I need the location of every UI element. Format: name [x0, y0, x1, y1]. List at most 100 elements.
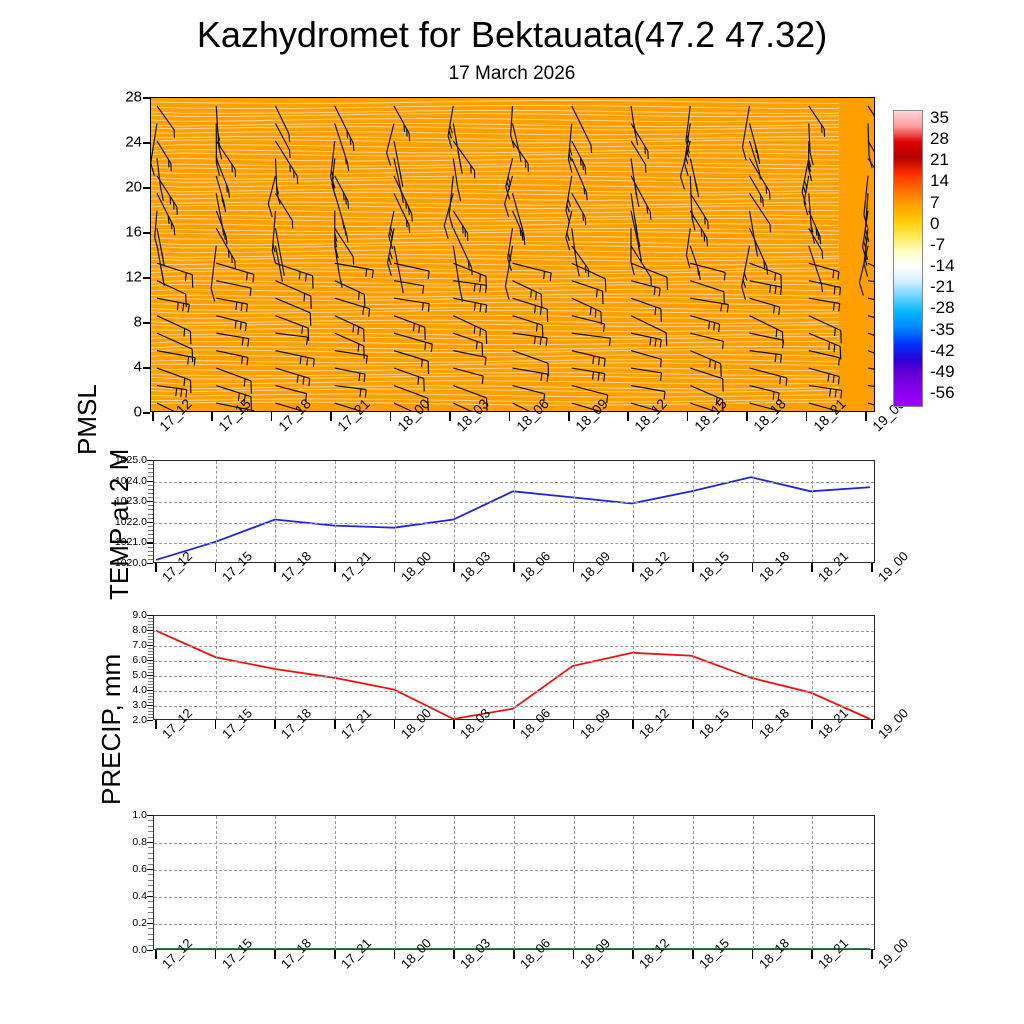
- precip-y-minor-tick: [148, 879, 153, 881]
- precip-y-minor-tick: [148, 912, 153, 914]
- pmsl-y-minor-tick: [148, 530, 153, 532]
- temp2m-axis-title: TEMP at 2 M: [104, 448, 134, 600]
- precip-x-tick-mark: [214, 950, 217, 959]
- pmsl-series: [154, 461, 874, 562]
- temp2m-gridline-v: [275, 616, 277, 719]
- cross-section-y-tick-mark: [143, 187, 150, 189]
- precip-y-tick: 0.2: [132, 917, 147, 929]
- precip-plot[interactable]: [153, 815, 875, 950]
- colorbar-tick: -28: [930, 298, 955, 318]
- pmsl-x-tick-mark: [214, 563, 217, 572]
- pmsl-y-minor-tick: [148, 497, 153, 499]
- cross-section-x-tick-mark: [567, 412, 570, 421]
- temp2m-gridline-v: [752, 616, 754, 719]
- cross-section-x-tick-mark: [865, 412, 867, 421]
- temp2m-y-tick-mark: [147, 720, 153, 722]
- temp2m-y-minor-tick: [148, 633, 153, 634]
- precip-y-tick-mark: [147, 923, 153, 925]
- cross-section-y-tick-mark: [143, 367, 150, 369]
- temp2m-y-minor-tick: [148, 687, 153, 688]
- precip-y-tick-mark: [147, 869, 153, 871]
- pmsl-y-tick-mark: [147, 521, 153, 523]
- cross-section-x-tick-mark: [805, 412, 808, 421]
- pmsl-x-tick-mark: [453, 563, 455, 572]
- precip-x-tick-mark: [692, 950, 694, 959]
- cross-section-y-tick-mark: [143, 277, 150, 279]
- pmsl-x-tick-mark: [513, 563, 515, 572]
- precip-y-minor-tick: [148, 933, 153, 935]
- pmsl-gridline-v: [454, 461, 456, 562]
- pmsl-plot[interactable]: [153, 460, 875, 563]
- precip-y-minor-tick: [148, 906, 153, 908]
- temp2m-x-tick-mark: [572, 720, 575, 729]
- precip-gridline-v: [693, 816, 694, 949]
- pmsl-x-tick-mark: [155, 563, 157, 572]
- precip-y-tick: 0.6: [132, 863, 147, 875]
- pmsl-y-minor-tick: [148, 472, 153, 474]
- pmsl-x-tick-mark: [274, 563, 276, 572]
- temp2m-gridline-v: [812, 616, 814, 719]
- precip-y-minor-tick: [148, 874, 153, 876]
- cross-section-x-tick-mark: [627, 412, 629, 421]
- temp2m-y-minor-tick: [148, 681, 153, 682]
- temp2m-y-tick: 8.0: [132, 624, 147, 636]
- precip-gridline-v: [335, 816, 336, 949]
- pmsl-y-minor-tick: [148, 558, 153, 560]
- temp2m-y-tick: 7.0: [132, 639, 147, 651]
- colorbar-tick: 21: [930, 150, 949, 170]
- precip-y-minor-tick: [148, 890, 153, 892]
- pmsl-gridline-v: [215, 461, 217, 562]
- pmsl-y-tick-mark: [147, 480, 153, 482]
- pmsl-y-tick-mark: [147, 563, 153, 565]
- precip-x-tick-mark: [513, 950, 515, 959]
- precip-y-tick-mark: [147, 896, 153, 898]
- cross-section-plot[interactable]: [150, 97, 875, 412]
- temp2m-gridline-v: [573, 616, 575, 719]
- pmsl-gridline-v: [275, 461, 277, 562]
- precip-axis-title: PRECIP, mm: [96, 653, 126, 805]
- cross-section-x-tick-mark: [686, 412, 689, 421]
- precip-y-minor-tick: [148, 836, 153, 838]
- temp2m-y-tick-mark: [147, 645, 153, 647]
- colorbar-tick: -7: [930, 234, 946, 254]
- precip-gridline-v: [394, 816, 396, 949]
- precip-x-tick-mark: [871, 950, 873, 959]
- pmsl-y-minor-tick: [148, 488, 153, 490]
- temp2m-x-tick-mark: [871, 720, 873, 729]
- colorbar-tick: -21: [930, 277, 955, 297]
- temp2m-y-minor-tick: [148, 621, 153, 622]
- temp2m-y-tick-mark: [147, 660, 153, 662]
- colorbar: [893, 110, 923, 407]
- pmsl-gridline-v: [335, 461, 336, 562]
- temp2m-y-minor-tick: [148, 663, 153, 664]
- precip-series: [154, 816, 874, 949]
- temp2m-x-tick-mark: [811, 720, 813, 729]
- temp2m-y-tick-mark: [147, 690, 153, 692]
- temp2m-line: [156, 631, 870, 719]
- cross-section-y-tick: 24: [125, 133, 142, 151]
- precip-y-minor-tick: [148, 847, 153, 849]
- pmsl-x-tick-mark: [572, 563, 575, 572]
- pmsl-y-minor-tick: [148, 550, 153, 552]
- pmsl-x-tick: 19_00: [875, 548, 912, 585]
- precip-x-tick-mark: [751, 950, 754, 959]
- cross-section-y-tick-mark: [143, 142, 150, 144]
- precip-gridline-v: [812, 816, 814, 949]
- cross-section-x-tick-mark: [389, 412, 392, 421]
- temp2m-y-tick-mark: [147, 705, 153, 707]
- temp2m-gridline-v: [454, 616, 456, 719]
- pmsl-y-minor-tick: [148, 464, 153, 466]
- temp2m-y-tick: 4.0: [132, 684, 147, 696]
- temp2m-plot[interactable]: [153, 615, 875, 720]
- colorbar-tick: -14: [930, 256, 955, 276]
- precip-gridline-v: [752, 816, 754, 949]
- cross-section-y-tick-mark: [143, 97, 150, 99]
- precip-y-minor-tick: [148, 939, 153, 941]
- precip-y-minor-tick: [148, 863, 153, 865]
- page-title: Kazhydromet for Bektauata(47.2 47.32): [196, 14, 828, 55]
- page-subtitle: 17 March 2026: [448, 63, 576, 84]
- temp2m-gridline-v: [335, 616, 336, 719]
- temp2m-gridline-v: [215, 616, 217, 719]
- precip-y-tick: 1.0: [132, 809, 147, 821]
- pmsl-y-minor-tick: [148, 554, 153, 556]
